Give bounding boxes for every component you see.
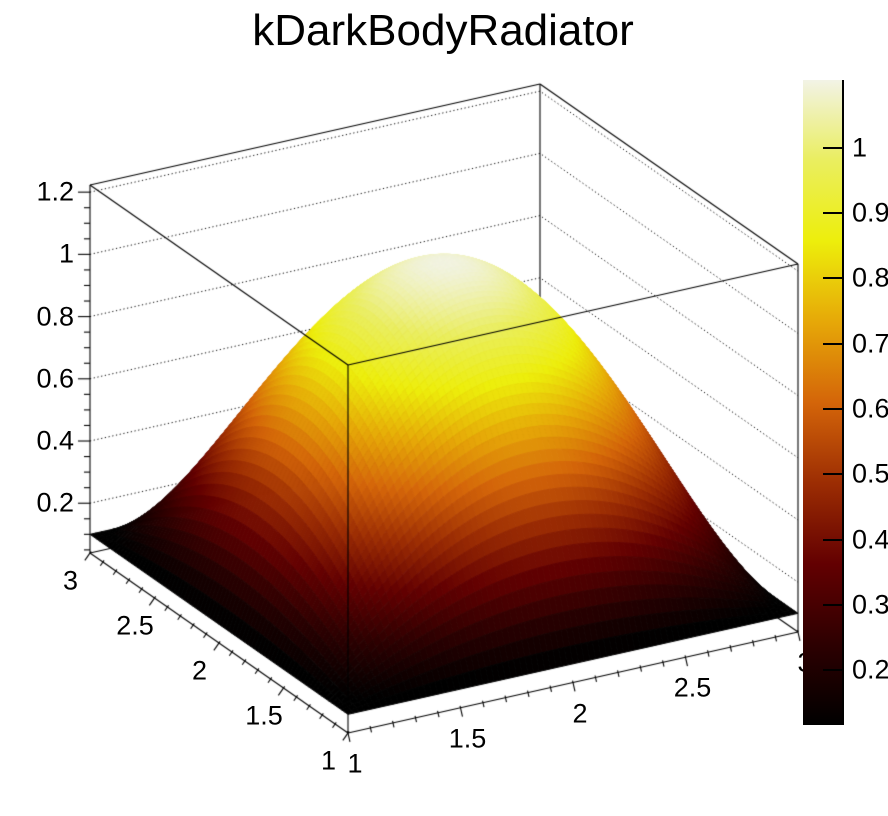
colorbar xyxy=(803,80,844,725)
colorbar-tick xyxy=(823,146,843,149)
colorbar-tick xyxy=(823,669,843,672)
colorbar-tick xyxy=(823,342,843,345)
colorbar-tick xyxy=(823,212,843,215)
colorbar-tick xyxy=(823,277,843,280)
colorbar-tick xyxy=(823,603,843,606)
colorbar-tick xyxy=(823,538,843,541)
colorbar-tick xyxy=(823,473,843,476)
chart-title: kDarkBodyRadiator xyxy=(252,6,634,55)
colorbar-tick xyxy=(823,408,843,411)
colorbar-decor xyxy=(803,80,844,725)
colorbar-axis-line xyxy=(842,80,844,725)
